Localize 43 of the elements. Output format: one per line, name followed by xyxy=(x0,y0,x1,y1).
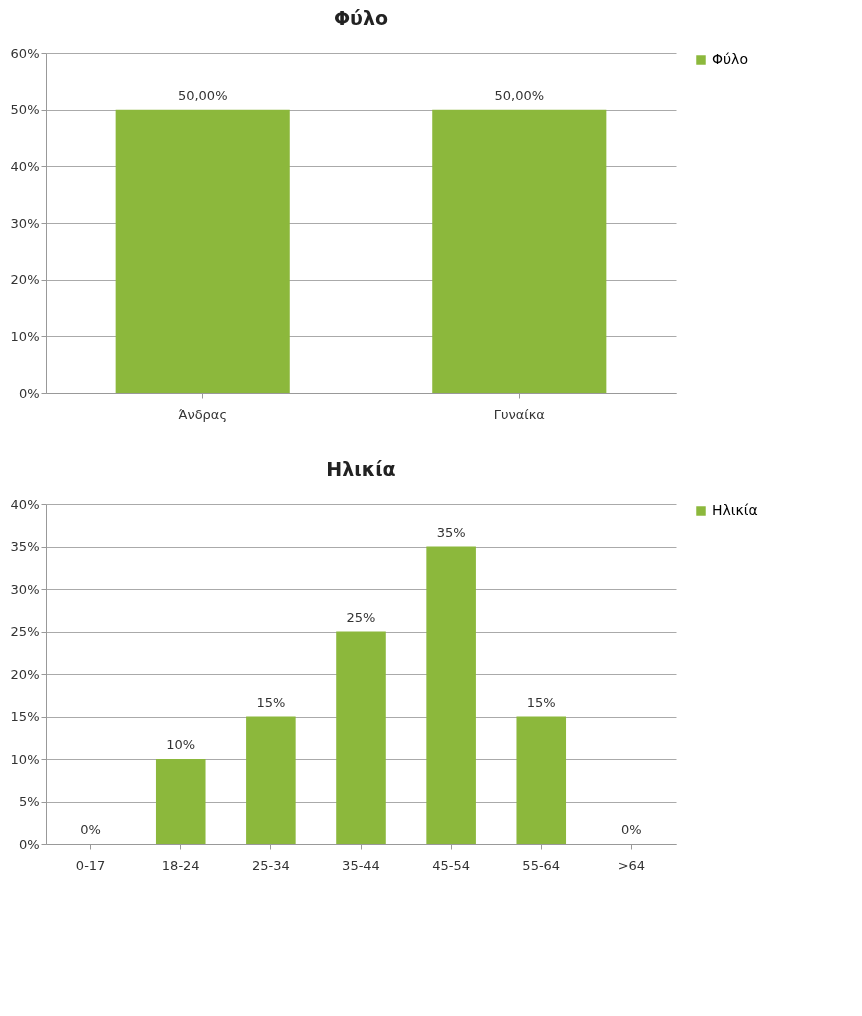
y-tick-label: 30% xyxy=(10,215,40,231)
data-label: 15% xyxy=(256,694,286,710)
data-label: 15% xyxy=(526,694,556,710)
y-tick-label: 20% xyxy=(10,666,40,682)
y-tick-label: 0% xyxy=(18,385,40,401)
y-tick-label: 10% xyxy=(10,328,40,344)
x-tick-label: 55-64 xyxy=(522,857,561,873)
legend-label: Ηλικία xyxy=(712,502,758,518)
x-tick-label: 35-44 xyxy=(342,857,380,873)
data-label: 35% xyxy=(436,524,466,540)
x-tick-label: Άνδρας xyxy=(178,406,228,422)
y-tick-label: 25% xyxy=(10,624,40,639)
y-tick-label: 15% xyxy=(10,709,40,724)
x-tick-label: 0-17 xyxy=(75,857,106,873)
data-label: 25% xyxy=(346,609,376,625)
x-tick-label: 25-34 xyxy=(251,857,290,873)
bar xyxy=(155,759,206,844)
x-tick-label: >64 xyxy=(617,857,646,873)
x-tick-label: Γυναίκα xyxy=(493,406,545,422)
y-tick-label: 30% xyxy=(10,581,40,597)
data-label: 10% xyxy=(166,737,196,752)
bar xyxy=(246,716,296,844)
chart-title: Φύλο xyxy=(333,7,389,29)
data-label: 50,00% xyxy=(494,87,545,103)
x-tick-label: 18-24 xyxy=(161,857,200,873)
data-label: 50,00% xyxy=(177,87,228,103)
data-label: 0% xyxy=(80,822,101,837)
bar xyxy=(336,631,386,844)
y-tick-label: 40% xyxy=(10,158,40,174)
chart-title: Ηλικία xyxy=(326,458,396,480)
y-tick-label: 50% xyxy=(10,102,40,118)
bar xyxy=(426,546,476,844)
data-label: 0% xyxy=(621,822,642,837)
bar xyxy=(516,716,567,844)
y-tick-label: 40% xyxy=(10,496,40,512)
x-tick-label: 45-54 xyxy=(432,857,471,873)
legend-label: Φύλο xyxy=(712,51,748,67)
y-tick-label: 35% xyxy=(10,539,40,554)
y-tick-label: 20% xyxy=(10,272,40,288)
y-tick-label: 5% xyxy=(18,794,40,809)
y-tick-label: 10% xyxy=(10,751,40,767)
y-tick-label: 60% xyxy=(10,45,40,61)
y-tick-label: 0% xyxy=(18,836,40,852)
